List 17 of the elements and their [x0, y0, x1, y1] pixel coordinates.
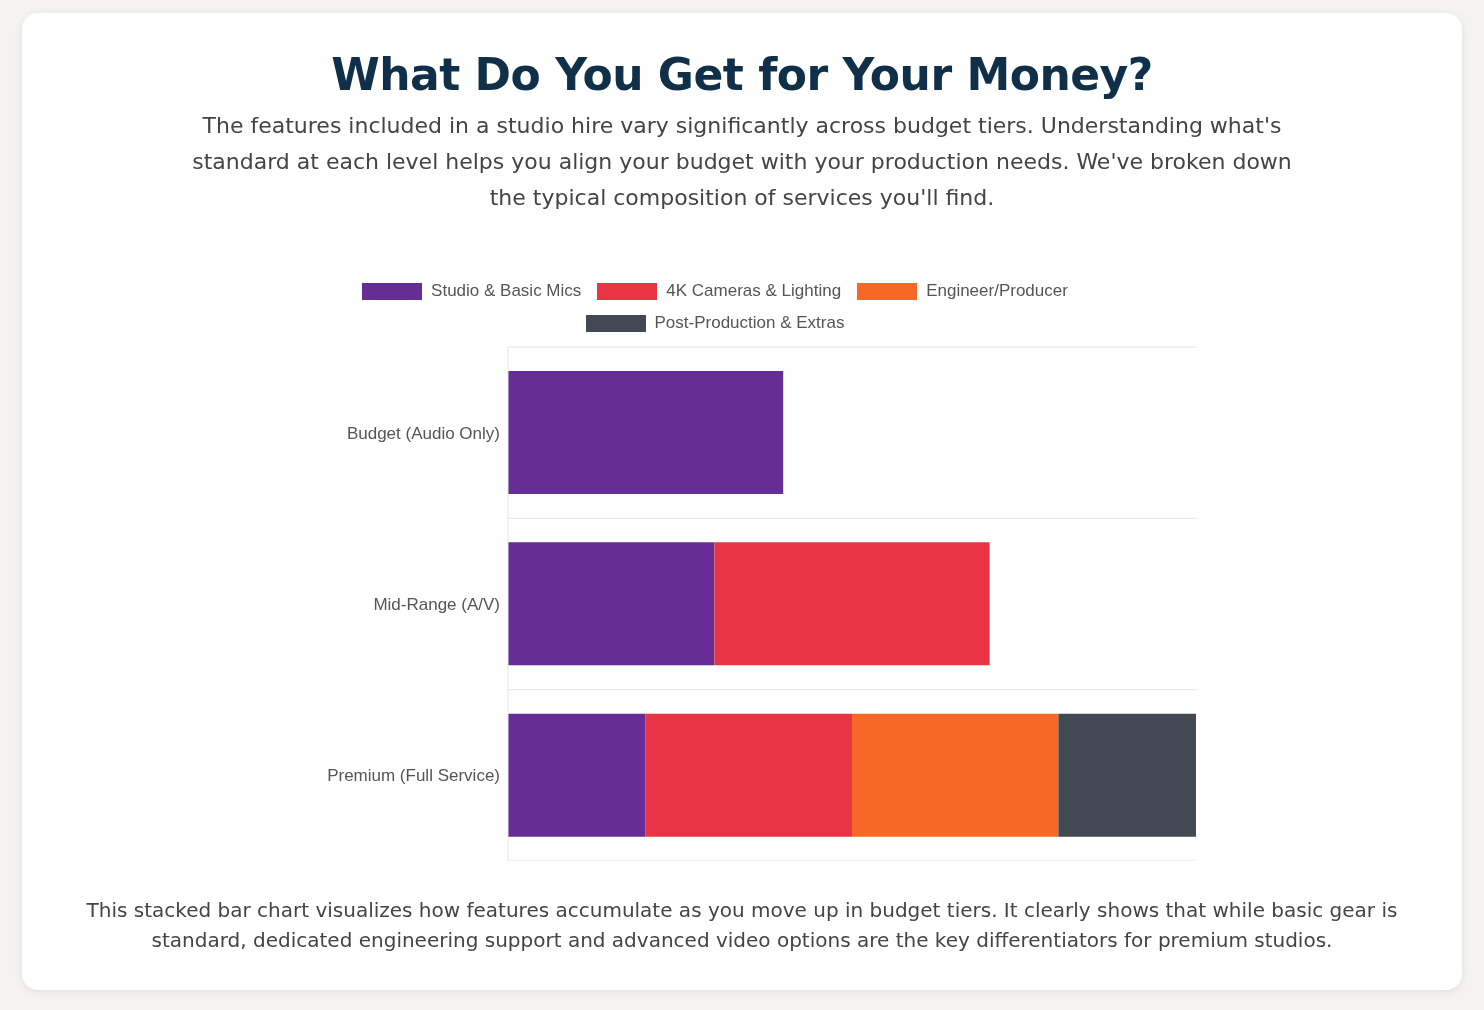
text: This stacked bar chart visualizes how features accumulate as you move up in budget tiers. It clearly shows that while basic gear is standard, dedicated engineering support and advanced video options are the key differentiators for premium studios. [85, 897, 1399, 954]
bar [508, 713, 646, 837]
y-tick-label: Premium (Full Service) [327, 766, 500, 786]
legend-label: Post-Production & Extras [654, 313, 845, 333]
y-tick-label: Mid-Range (A/V) [373, 595, 500, 615]
bar [508, 371, 784, 494]
bar [714, 542, 990, 666]
bar [852, 713, 1059, 837]
bar [508, 542, 715, 666]
bar [1058, 713, 1196, 837]
bar [645, 713, 852, 837]
legend-label: Engineer/Producer [926, 281, 1068, 301]
chart-subtitle: The features included in a studio hire vary significantly across budget tiers. Understanding what's standard at each level helps you align your budget with your production needs. We've broken down the typical composition of services you'll find. [191, 112, 1293, 212]
chart-title: What Do You Get for Your Money? [330, 48, 1154, 100]
y-tick-label: Budget (Audio Only) [346, 423, 500, 443]
legend-label: 4K Cameras & Lighting [666, 281, 842, 301]
legend-label: Studio & Basic Mics [431, 281, 582, 301]
